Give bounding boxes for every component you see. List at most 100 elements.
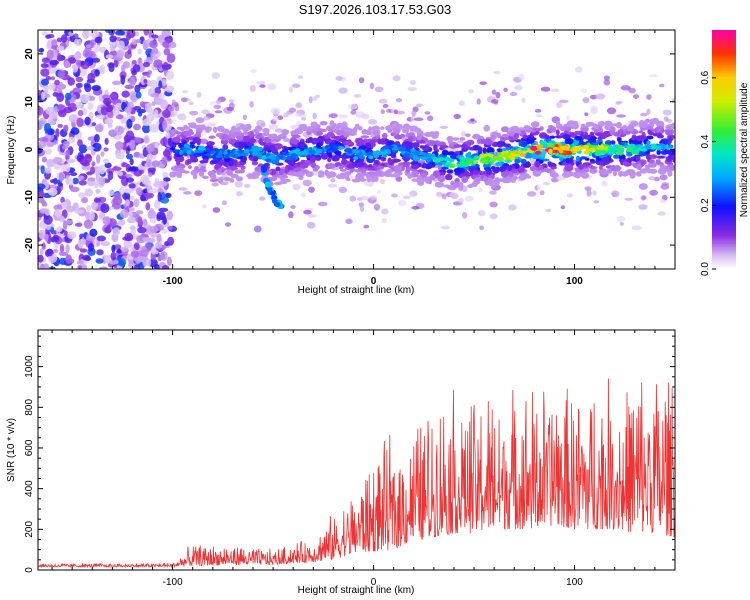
heatmap-cell	[452, 181, 460, 189]
heatmap-cell	[167, 225, 173, 231]
heatmap-cell	[158, 92, 165, 100]
heatmap-cell	[630, 129, 639, 135]
heatmap-cell	[129, 158, 134, 166]
heatmap-cell	[78, 144, 88, 154]
heatmap-cell	[514, 158, 520, 164]
heatmap-cell	[317, 135, 326, 143]
heatmap-cell	[57, 182, 63, 187]
heatmap-cell	[638, 130, 644, 134]
heatmap-cell	[386, 150, 391, 155]
heatmap-cell	[359, 206, 365, 212]
heatmap-cell	[381, 145, 390, 150]
heatmap-cell	[486, 147, 495, 154]
heatmap-cell	[111, 244, 116, 253]
heatmap-cell	[120, 246, 129, 253]
heatmap-cell	[41, 201, 48, 207]
heatmap-cell	[361, 129, 368, 135]
heatmap-cell	[382, 103, 389, 108]
heatmap-cell	[109, 93, 118, 99]
heatmap-cell	[290, 205, 296, 209]
heatmap-cell	[445, 161, 450, 166]
heatmap-cell	[146, 72, 151, 78]
heatmap-cell	[112, 196, 123, 206]
heatmap-cell	[120, 74, 126, 85]
heatmap-cell	[149, 40, 158, 49]
heatmap-cell	[117, 258, 127, 267]
heatmap-cell	[134, 84, 141, 93]
heatmap-cell	[203, 116, 211, 121]
heatmap-cell	[38, 124, 43, 130]
heatmap-cell	[564, 164, 574, 172]
heatmap-cell	[317, 201, 328, 207]
heatmap-cell	[89, 228, 98, 237]
heatmap-cell	[656, 145, 662, 151]
heatmap-cell	[620, 85, 631, 91]
heatmap-cell	[130, 250, 140, 258]
colorbar-axes: 0.0 0.2 0.4 0.6	[700, 70, 716, 276]
heatmap-cell	[638, 150, 646, 157]
heatmap-cell	[625, 130, 631, 135]
heatmap-cell	[54, 79, 60, 86]
heatmap-cell	[489, 190, 497, 195]
heatmap-cell	[46, 142, 54, 147]
heatmap-cell	[222, 144, 229, 151]
heatmap-cell	[338, 114, 349, 119]
heatmap-cell	[277, 115, 284, 120]
heatmap-cell	[349, 195, 357, 202]
heatmap-cell	[588, 164, 594, 169]
heatmap-cell	[501, 126, 509, 133]
heatmap-cell	[535, 114, 543, 118]
heatmap-cell	[427, 115, 434, 122]
heatmap-cell	[149, 208, 155, 214]
heatmap-cell	[549, 128, 556, 132]
heatmap-cell	[648, 176, 656, 181]
heatmap-cell	[429, 174, 436, 180]
heatmap-cell	[137, 57, 143, 65]
heatmap-cell	[589, 158, 595, 162]
heatmap-cell	[407, 86, 417, 92]
heatmap-cell	[103, 97, 112, 106]
heatmap-cell	[451, 137, 460, 141]
heatmap-cell	[235, 132, 240, 137]
heatmap-cell	[254, 125, 263, 132]
heatmap-cell	[147, 88, 155, 93]
heatmap-cell	[146, 185, 153, 194]
heatmap-cell	[408, 154, 414, 159]
heatmap-cell	[259, 196, 266, 201]
heatmap-cell	[117, 40, 125, 49]
heatmap-cell	[509, 91, 518, 97]
heatmap-cell	[510, 152, 515, 156]
heatmap-cell	[478, 135, 484, 140]
heatmap-cell	[186, 149, 192, 155]
heatmap-cell	[483, 138, 492, 145]
heatmap-cell	[450, 193, 459, 200]
heatmap-cell	[559, 126, 567, 132]
heatmap-cell	[344, 173, 349, 180]
heatmap-cell	[38, 183, 46, 190]
heatmap-cell	[606, 107, 617, 115]
heatmap-cell	[41, 156, 48, 163]
heatmap-cell	[559, 99, 569, 103]
heatmap-cell	[57, 104, 64, 111]
heatmap-cell	[371, 125, 381, 131]
heatmap-cell	[49, 60, 59, 66]
heatmap-cell	[236, 191, 243, 197]
heatmap-cell	[95, 124, 104, 133]
heatmap-cell	[490, 134, 497, 140]
heatmap-cell	[99, 266, 108, 269]
heatmap-cell	[308, 96, 313, 104]
heatmap-cell	[232, 127, 238, 131]
heatmap-cell	[166, 131, 171, 139]
heatmap-cell	[566, 122, 573, 128]
heatmap-cell	[615, 101, 622, 105]
heatmap-cell	[338, 186, 348, 194]
heatmap-cell	[583, 150, 590, 155]
heatmap-cell	[411, 142, 420, 149]
heatmap-cell	[292, 134, 301, 138]
heatmap-cell	[617, 147, 625, 151]
heatmap-cell	[83, 219, 93, 229]
heatmap-cell	[104, 226, 111, 234]
heatmap-cell	[96, 240, 101, 247]
heatmap-cell	[536, 184, 542, 191]
heatmap-cell	[410, 115, 416, 122]
